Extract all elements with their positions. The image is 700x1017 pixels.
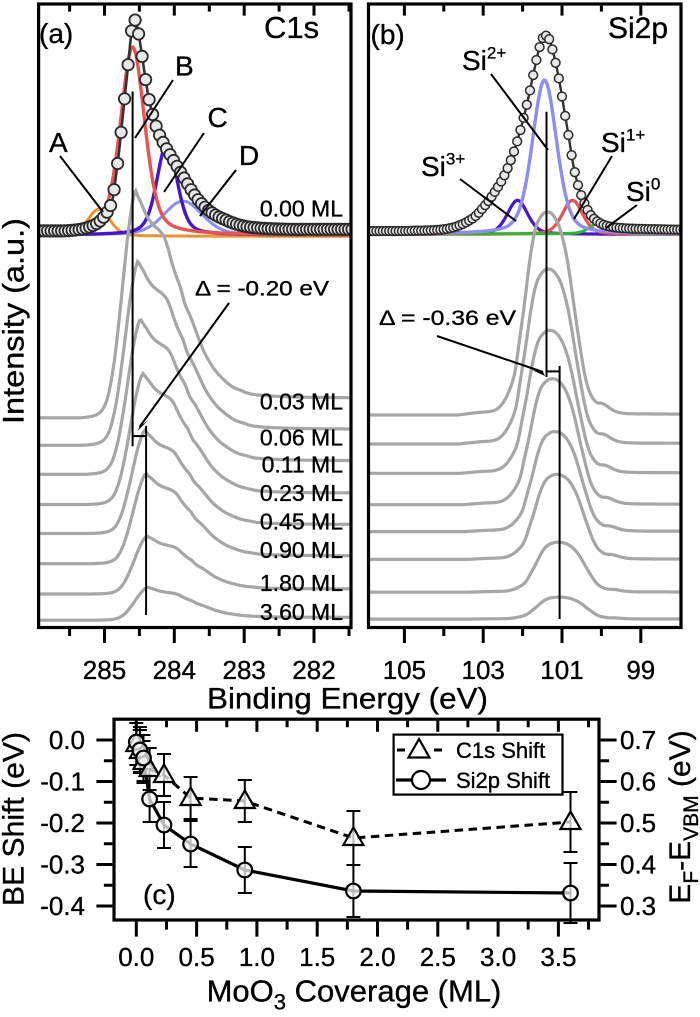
svg-text:2.0: 2.0	[359, 942, 395, 972]
svg-text:(c): (c)	[143, 879, 176, 910]
svg-text:Δ = -0.36 eV: Δ = -0.36 eV	[379, 307, 516, 330]
svg-text:2.5: 2.5	[420, 942, 456, 972]
svg-text:3.5: 3.5	[540, 942, 576, 972]
svg-text:-0.3: -0.3	[40, 850, 85, 880]
svg-text:Si2+: Si2+	[462, 44, 506, 77]
svg-text:283: 283	[223, 655, 266, 685]
svg-text:282: 282	[292, 655, 335, 685]
svg-text:Intensity (a.u.): Intensity (a.u.)	[0, 218, 31, 424]
svg-text:0.5: 0.5	[620, 808, 656, 838]
svg-text:Si2p: Si2p	[608, 12, 668, 45]
svg-text:105: 105	[383, 655, 426, 685]
svg-text:C1s: C1s	[264, 10, 319, 45]
svg-text:Si2p Shift: Si2p Shift	[456, 768, 550, 793]
svg-text:Si3+: Si3+	[421, 150, 465, 183]
svg-text:0.0: 0.0	[118, 942, 154, 972]
svg-text:C1s Shift: C1s Shift	[456, 738, 545, 763]
svg-text:Binding Energy (eV): Binding Energy (eV)	[207, 683, 488, 716]
svg-text:B: B	[175, 51, 194, 82]
svg-text:0.00 ML: 0.00 ML	[260, 195, 343, 221]
svg-text:0.11 ML: 0.11 ML	[262, 451, 344, 477]
svg-text:-0.1: -0.1	[40, 767, 85, 797]
svg-text:-0.4: -0.4	[40, 891, 85, 921]
svg-text:1.0: 1.0	[239, 942, 275, 972]
svg-text:A: A	[49, 127, 68, 158]
svg-text:0.45 ML: 0.45 ML	[260, 509, 343, 535]
svg-text:MoO3 Coverage (ML): MoO3 Coverage (ML)	[207, 974, 502, 1015]
svg-text:C: C	[208, 102, 228, 133]
svg-text:3.0: 3.0	[480, 942, 516, 972]
svg-text:0.7: 0.7	[620, 725, 656, 755]
svg-text:101: 101	[540, 655, 583, 685]
svg-text:0.90 ML: 0.90 ML	[260, 537, 343, 563]
svg-text:103: 103	[462, 655, 505, 685]
svg-text:D: D	[239, 140, 259, 171]
svg-text:0.3: 0.3	[620, 891, 656, 921]
svg-text:Δ = -0.20 eV: Δ = -0.20 eV	[195, 278, 329, 301]
svg-text:0.23 ML: 0.23 ML	[260, 480, 343, 506]
svg-text:0.6: 0.6	[620, 767, 656, 797]
svg-text:0.06 ML: 0.06 ML	[260, 425, 343, 451]
svg-text:Si0: Si0	[626, 175, 660, 208]
svg-text:284: 284	[153, 655, 196, 685]
svg-text:3.60 ML: 3.60 ML	[260, 599, 343, 625]
svg-text:-0.2: -0.2	[40, 808, 85, 838]
svg-text:1.80 ML: 1.80 ML	[260, 570, 343, 596]
svg-text:(a): (a)	[39, 18, 73, 49]
svg-text:0.4: 0.4	[620, 850, 656, 880]
svg-text:0.5: 0.5	[179, 942, 215, 972]
svg-text:0.03 ML: 0.03 ML	[260, 389, 343, 415]
svg-text:99: 99	[626, 655, 655, 685]
svg-text:BE Shift (eV): BE Shift (eV)	[0, 732, 31, 906]
svg-text:1.5: 1.5	[299, 942, 335, 972]
svg-text:(b): (b)	[371, 19, 405, 50]
svg-text:285: 285	[83, 655, 126, 685]
svg-text:0.0: 0.0	[49, 725, 85, 755]
